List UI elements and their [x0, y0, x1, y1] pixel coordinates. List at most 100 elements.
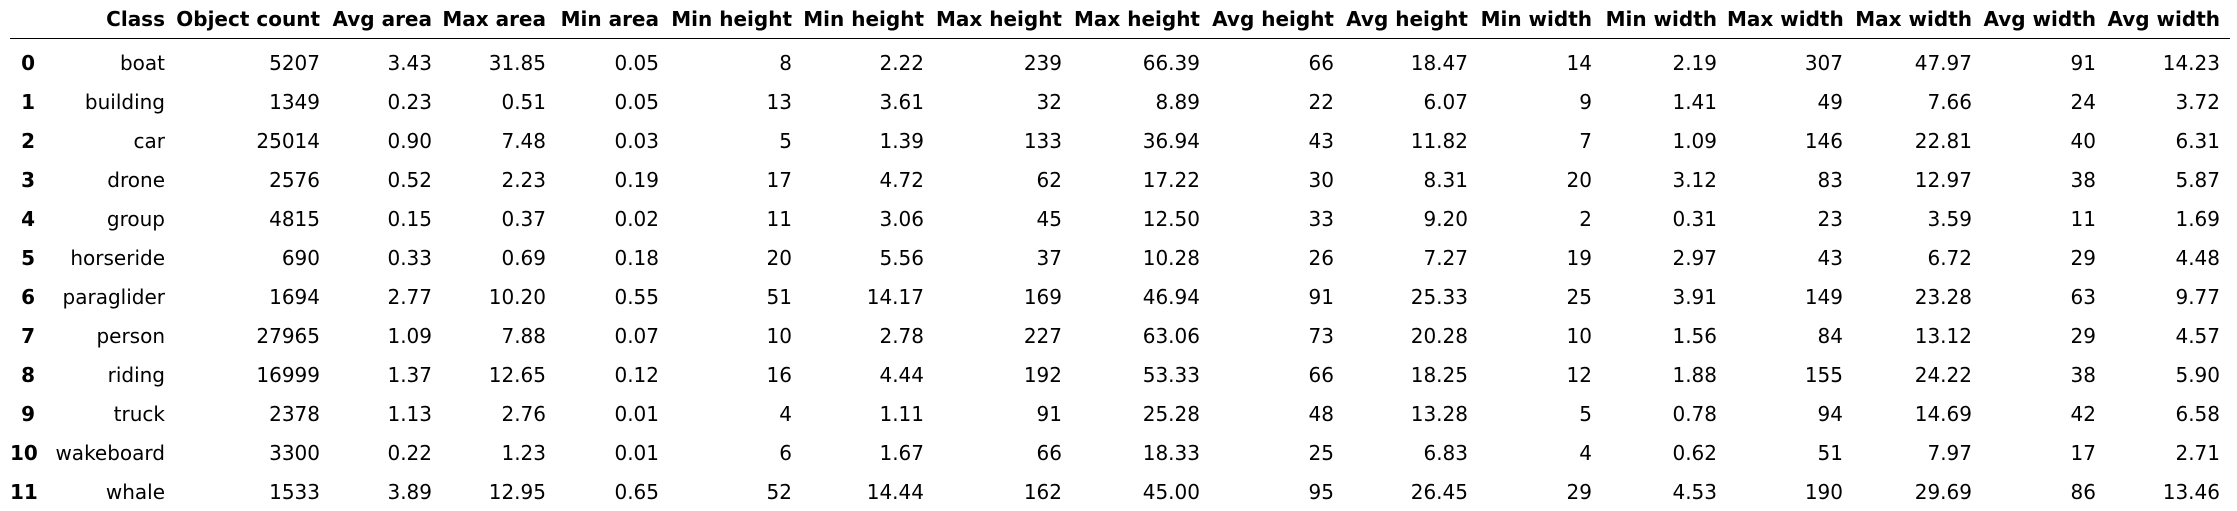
table-cell: 91	[1982, 39, 2106, 83]
table-cell: 8.31	[1344, 160, 1478, 199]
table-cell: 5207	[175, 39, 330, 83]
table-cell: 12	[1478, 355, 1602, 394]
table-cell: 155	[1727, 355, 1853, 394]
table-cell: 0.51	[442, 82, 556, 121]
table-cell: 0.12	[556, 355, 669, 394]
table-cell: 33	[1210, 199, 1344, 238]
table-cell: 29	[1478, 472, 1602, 511]
class-name-cell: car	[45, 121, 175, 160]
table-cell: 32	[934, 82, 1072, 121]
table-cell: 43	[1727, 238, 1853, 277]
table-cell: 1.37	[330, 355, 442, 394]
table-cell: 6.83	[1344, 433, 1478, 472]
table-cell: 5.56	[802, 238, 934, 277]
table-cell: 0.23	[330, 82, 442, 121]
table-cell: 63	[1982, 277, 2106, 316]
table-cell: 20	[1478, 160, 1602, 199]
column-header: Min area	[556, 0, 669, 39]
table-cell: 40	[1982, 121, 2106, 160]
table-cell: 6	[669, 433, 802, 472]
table-cell: 0.55	[556, 277, 669, 316]
table-cell: 2.77	[330, 277, 442, 316]
table-cell: 0.33	[330, 238, 442, 277]
table-cell: 29	[1982, 238, 2106, 277]
row-index: 4	[10, 199, 45, 238]
table-cell: 23	[1727, 199, 1853, 238]
table-cell: 66	[1210, 39, 1344, 83]
table-cell: 6.58	[2106, 394, 2230, 433]
table-cell: 9.20	[1344, 199, 1478, 238]
table-cell: 169	[934, 277, 1072, 316]
table-cell: 18.47	[1344, 39, 1478, 83]
table-cell: 95	[1210, 472, 1344, 511]
table-cell: 37	[934, 238, 1072, 277]
table-cell: 43	[1210, 121, 1344, 160]
table-cell: 0.18	[556, 238, 669, 277]
table-cell: 12.97	[1853, 160, 1982, 199]
table-cell: 48	[1210, 394, 1344, 433]
table-cell: 0.05	[556, 39, 669, 83]
table-cell: 1349	[175, 82, 330, 121]
table-cell: 25.33	[1344, 277, 1478, 316]
table-cell: 13	[669, 82, 802, 121]
column-header: Avg height	[1344, 0, 1478, 39]
table-cell: 1694	[175, 277, 330, 316]
table-cell: 16999	[175, 355, 330, 394]
table-cell: 25	[1210, 433, 1344, 472]
table-cell: 4.57	[2106, 316, 2230, 355]
table-cell: 190	[1727, 472, 1853, 511]
table-cell: 6.31	[2106, 121, 2230, 160]
table-cell: 149	[1727, 277, 1853, 316]
table-cell: 0.90	[330, 121, 442, 160]
table-cell: 11	[1982, 199, 2106, 238]
table-cell: 10	[669, 316, 802, 355]
table-cell: 18.25	[1344, 355, 1478, 394]
table-cell: 14.44	[802, 472, 934, 511]
table-cell: 2.78	[802, 316, 934, 355]
table-cell: 3.72	[2106, 82, 2230, 121]
table-cell: 1.88	[1602, 355, 1727, 394]
column-header: Max height	[934, 0, 1072, 39]
table-cell: 38	[1982, 160, 2106, 199]
table-cell: 4.53	[1602, 472, 1727, 511]
row-index: 7	[10, 316, 45, 355]
table-cell: 4.44	[802, 355, 934, 394]
table-cell: 53.33	[1072, 355, 1210, 394]
table-cell: 3.91	[1602, 277, 1727, 316]
table-cell: 9.77	[2106, 277, 2230, 316]
table-cell: 1.39	[802, 121, 934, 160]
column-header: Max width	[1727, 0, 1853, 39]
column-header: Min width	[1602, 0, 1727, 39]
table-cell: 8.89	[1072, 82, 1210, 121]
table-cell: 20	[669, 238, 802, 277]
table-cell: 0.52	[330, 160, 442, 199]
table-cell: 12.50	[1072, 199, 1210, 238]
row-index: 6	[10, 277, 45, 316]
table-cell: 19	[1478, 238, 1602, 277]
table-cell: 7.97	[1853, 433, 1982, 472]
table-cell: 3.12	[1602, 160, 1727, 199]
table-cell: 6.07	[1344, 82, 1478, 121]
table-cell: 38	[1982, 355, 2106, 394]
table-cell: 2.71	[2106, 433, 2230, 472]
table-cell: 2.22	[802, 39, 934, 83]
table-cell: 162	[934, 472, 1072, 511]
table-cell: 66	[1210, 355, 1344, 394]
table-cell: 12.65	[442, 355, 556, 394]
table-cell: 4.48	[2106, 238, 2230, 277]
table-cell: 0.22	[330, 433, 442, 472]
table-cell: 26	[1210, 238, 1344, 277]
column-header: Avg area	[330, 0, 442, 39]
table-cell: 0.03	[556, 121, 669, 160]
table-cell: 42	[1982, 394, 2106, 433]
table-cell: 0.65	[556, 472, 669, 511]
